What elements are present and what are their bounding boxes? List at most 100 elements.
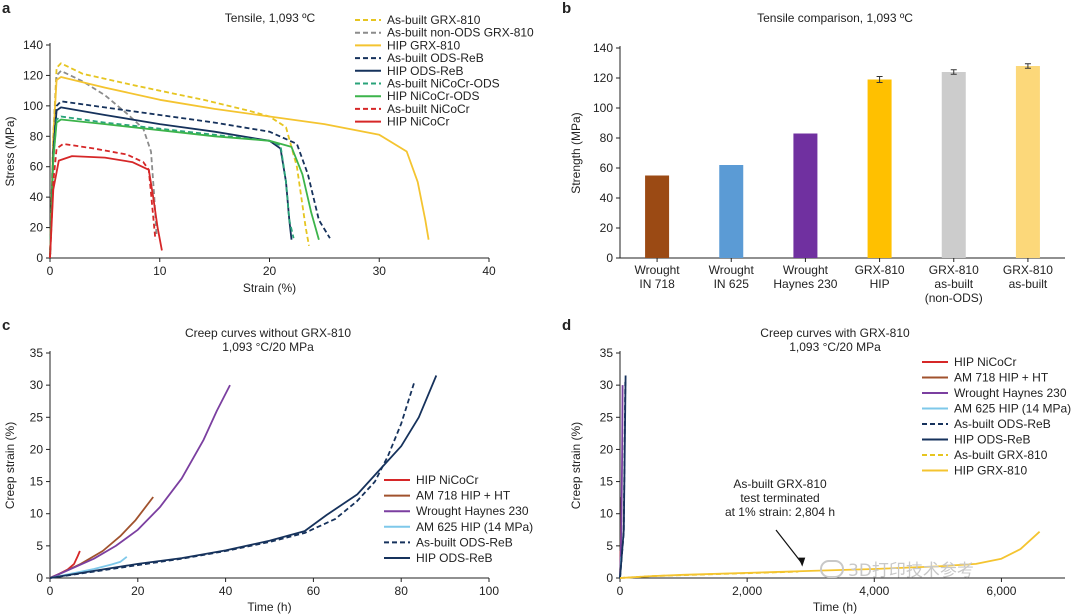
x-axis-label: Time (h) [813,600,857,614]
x-tick-label: 40 [482,264,496,278]
panel-b: b Tensile comparison, 1,093 ºC 0 20 40 60 80 10… [562,0,1065,305]
legend-label: HIP ODS-ReB [416,551,492,565]
panel-a: a Tensile, 1,093 ºC 0 20 40 60 80 100 120 140 0 10 2… [2,0,534,295]
y-tick-label: 0 [606,571,613,585]
series-line [49,118,320,259]
x-tick-label: 20 [263,264,277,278]
chart-title: Tensile comparison, 1,093 ºC [757,11,913,25]
annotation-text: As-built GRX-810 [733,477,827,491]
y-tick-label: 20 [600,442,614,456]
y-tick-label: 5 [36,539,43,553]
series-line [49,155,163,259]
y-tick-label: 80 [600,131,614,145]
annotation-text: test terminated [740,491,819,505]
series-line [49,143,157,259]
bar [793,133,818,258]
legend-label: As-built non-ODS GRX-810 [387,26,534,40]
x-tick-label: 0 [47,264,54,278]
series-line [49,100,331,259]
legend-label: HIP ODS-ReB [954,433,1030,447]
category-label: Wrought [783,263,829,277]
y-tick-label: 10 [30,507,44,521]
y-tick-label: 10 [600,507,614,521]
bar [867,79,892,258]
y-tick-label: 0 [36,571,43,585]
panel-letter: d [562,317,571,334]
y-tick-label: 140 [593,41,613,55]
y-tick-label: 15 [30,475,44,489]
x-tick-label: 40 [219,584,233,598]
category-label: (non-ODS) [925,291,983,305]
annotation-text: at 1% strain: 2,804 h [725,505,835,519]
panel-letter: c [2,317,10,334]
category-label: IN 718 [639,277,675,291]
x-axis-label: Time (h) [247,600,291,614]
category-label: Wrought [635,263,681,277]
legend-label: HIP NiCoCr [416,473,478,487]
y-tick-label: 15 [600,475,614,489]
x-tick-label: 0 [47,584,54,598]
x-tick-label: 60 [307,584,321,598]
series-line [49,70,158,259]
category-label: Wrought [709,263,755,277]
y-tick-label: 40 [600,191,614,205]
category-label: as-built [1009,277,1048,291]
y-axis-label: Creep strain (%) [3,422,17,509]
legend-label: HIP NiCoCr [954,355,1016,369]
y-axis-label: Strength (MPa) [569,112,583,193]
legend-label: As-built GRX-810 [387,13,481,27]
annotation-arrowhead [798,557,806,567]
category-label: GRX-810 [929,263,979,277]
legend-label: AM 625 HIP (14 MPa) [416,520,533,534]
y-tick-label: 100 [593,101,613,115]
y-tick-label: 25 [30,410,44,424]
y-tick-label: 100 [23,99,43,113]
x-tick-label: 80 [395,584,409,598]
y-tick-label: 35 [600,346,614,360]
chart-title: Creep curves with GRX-810 [760,326,910,340]
legend-label: As-built ODS-ReB [387,51,484,65]
y-axis-label: Creep strain (%) [569,422,583,509]
series-line [619,531,1041,579]
legend-label: AM 625 HIP (14 MPa) [954,402,1071,416]
bar [719,165,744,258]
legend-label: HIP NiCoCr-ODS [387,89,479,103]
y-tick-label: 5 [606,539,613,553]
category-label: GRX-810 [855,263,905,277]
legend-label: Wrought Haynes 230 [954,386,1067,400]
legend-label: As-built NiCoCr [387,102,470,116]
category-label: HIP [870,277,890,291]
x-tick-label: 30 [373,264,387,278]
x-tick-label: 6,000 [986,584,1016,598]
series-line [49,62,310,259]
legend-label: HIP GRX-810 [954,464,1027,478]
y-tick-label: 35 [30,346,44,360]
legend-label: AM 718 HIP + HT [416,489,511,503]
series-line [49,115,295,259]
bar [941,72,966,258]
panel-letter: a [2,0,11,17]
x-tick-label: 20 [131,584,145,598]
y-tick-label: 40 [30,190,44,204]
y-tick-label: 30 [30,378,44,392]
watermark: 3D打印技术参考 [820,556,974,581]
y-tick-label: 60 [30,160,44,174]
chart-title: Tensile, 1,093 ºC [225,11,316,25]
category-label: GRX-810 [1003,263,1053,277]
bar [645,175,670,258]
y-tick-label: 20 [600,221,614,235]
y-tick-label: 120 [23,68,43,82]
x-tick-label: 2,000 [732,584,762,598]
chart-title: Creep curves without GRX-810 [185,326,351,340]
category-label: IN 625 [714,277,750,291]
y-axis-label: Stress (MPa) [3,116,17,186]
legend-label: As-built NiCoCr-ODS [387,77,500,91]
legend-label: HIP GRX-810 [387,38,460,52]
x-tick-label: 10 [153,264,167,278]
chart-title: 1,093 °C/20 MPa [222,340,314,354]
bar [1015,66,1040,258]
y-tick-label: 0 [36,251,43,265]
series-line [49,381,416,579]
y-tick-label: 80 [30,129,44,143]
